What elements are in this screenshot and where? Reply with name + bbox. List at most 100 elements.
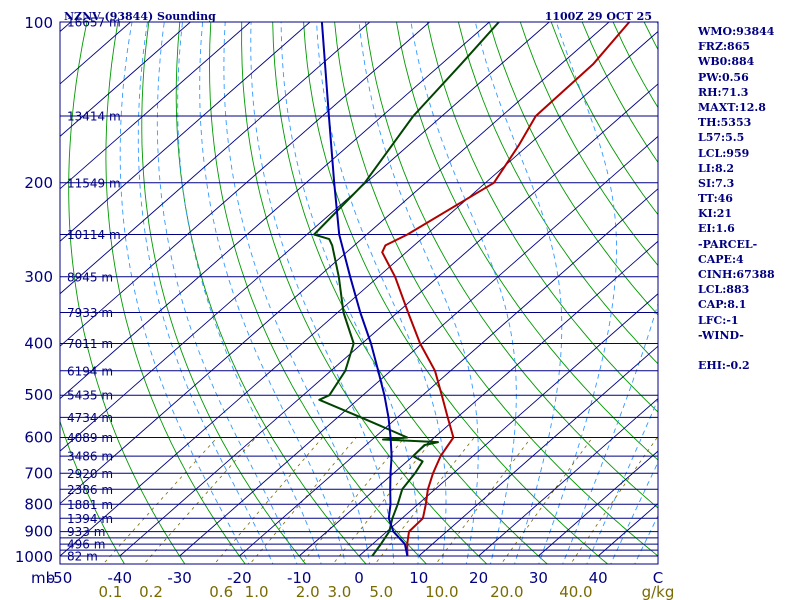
dry-adiabat-line [365, 22, 658, 509]
station-title: NZNV (93844) Sounding [64, 10, 216, 23]
temperature-unit-label: C [653, 569, 663, 587]
mixing-ratio-line [500, 437, 593, 564]
stat-line: LCL:883 [698, 283, 750, 297]
dry-adiabat-line [457, 22, 658, 365]
pressure-tick-label: 800 [24, 495, 53, 513]
temperature-tick-label: -40 [108, 569, 133, 587]
height-label: 7933 m [67, 306, 113, 320]
pressure-tick-label: 500 [24, 386, 53, 404]
moist-adiabat-line [586, 398, 658, 564]
height-label: 496 m [67, 538, 105, 552]
dry-adiabat-line [396, 22, 658, 461]
mixing-ratio-label: 3.0 [327, 583, 351, 600]
isotherm-line [60, 22, 371, 295]
isotherm-line [60, 22, 490, 400]
isotherm-line [119, 83, 658, 557]
stat-line: EHI:-0.2 [698, 359, 750, 373]
pressure-tick-label: 1000 [15, 548, 53, 566]
height-label: 2386 m [67, 483, 113, 497]
mixing-ratio-label: 1.0 [245, 583, 269, 600]
stat-line: TT:46 [698, 192, 733, 206]
mixing-ratio-line [332, 437, 435, 564]
pressure-unit-label: mb [31, 569, 55, 587]
moist-adiabat-line [137, 22, 274, 564]
stat-line: WMO:93844 [698, 25, 775, 38]
pressure-tick-label: 700 [24, 464, 53, 482]
moist-adiabat-line [177, 22, 322, 564]
stat-line: LCL:959 [698, 146, 750, 160]
dewpoint-profile-line [313, 22, 500, 557]
dry-adiabat-line [334, 22, 658, 557]
isotherm-line [60, 30, 658, 557]
height-label: 3486 m [67, 450, 113, 464]
height-label: 4089 m [67, 431, 113, 445]
isotherm-line [478, 398, 658, 557]
dry-adiabat-line [68, 22, 186, 564]
mixing-ratio-line [374, 437, 475, 564]
stat-line: FRZ:865 [698, 40, 751, 54]
height-label: 8945 m [67, 270, 113, 284]
pressure-tick-label: 300 [24, 268, 53, 286]
stat-line: KI:21 [698, 207, 733, 221]
height-label: 82 m [67, 550, 98, 564]
stat-line: SI:7.3 [698, 176, 735, 190]
dry-adiabat-line [519, 22, 658, 267]
moist-adiabat-line [199, 22, 346, 564]
dry-adiabat-line [209, 22, 428, 564]
parcel-profile-line [320, 22, 409, 557]
height-label: 5435 m [67, 389, 113, 403]
isotherm-line [60, 22, 191, 137]
height-label: 6194 m [67, 364, 113, 378]
isotherm-line [60, 22, 430, 347]
dry-adiabat-line [488, 22, 658, 316]
isotherm-line [60, 22, 251, 190]
height-label: 13414 m [67, 110, 121, 124]
moist-adiabat-line [156, 22, 298, 564]
height-label: 1881 m [67, 498, 113, 512]
height-label: 4734 m [67, 411, 113, 425]
pressure-tick-label: 400 [24, 335, 53, 353]
mixing-ratio-label: 2.0 [296, 583, 320, 600]
stat-line: MAXT:12.8 [698, 100, 766, 114]
isotherm-line [60, 22, 311, 242]
isotherm-line [298, 240, 658, 557]
stat-line: LFC:-1 [698, 313, 739, 327]
temperature-tick-label: -50 [48, 569, 73, 587]
stat-line: -WIND- [698, 328, 744, 342]
moist-adiabat-line [358, 22, 479, 564]
stat-line: LI:8.2 [698, 161, 735, 175]
moist-adiabat-line [562, 22, 658, 564]
mixing-ratio-label: 20.0 [490, 583, 523, 600]
height-label: 2920 m [67, 467, 113, 481]
temperature-tick-label: 0 [354, 569, 364, 587]
sounding-time: 1100Z 29 OCT 25 [545, 10, 652, 23]
moist-adiabat-line [223, 22, 371, 564]
temperature-profile-line [381, 22, 631, 557]
height-label: 7011 m [67, 337, 113, 351]
isotherm-line [418, 345, 658, 557]
mixing-ratio-label: 0.2 [139, 583, 163, 600]
mixing-ratio-line [102, 437, 218, 564]
moist-adiabat-line [316, 22, 447, 564]
height-label: 1394 m [67, 512, 113, 526]
mixing-ratio-line [570, 437, 658, 564]
temperature-tick-label: 20 [469, 569, 488, 587]
mixing-ratio-label: 40.0 [559, 583, 592, 600]
stat-line: RH:71.3 [698, 85, 749, 99]
stat-line: WB0:884 [698, 55, 755, 69]
mixing-ratio-label: 0.1 [98, 583, 122, 600]
temperature-tick-label: -20 [227, 569, 252, 587]
stat-line [698, 343, 798, 358]
height-label: 10114 m [67, 228, 121, 242]
height-label: 933 m [67, 525, 105, 539]
pressure-tick-label: 200 [24, 174, 53, 192]
temperature-tick-label: -10 [287, 569, 312, 587]
stats-panel: WMO:93844 FRZ:865 WB0:884 PW:0.56 RH:71.3 MAX… [698, 24, 798, 373]
mixing-ratio-label: 0.6 [209, 583, 233, 600]
dry-adiabat-line [426, 22, 658, 413]
stat-line: -PARCEL- [698, 237, 758, 251]
mixing-ratio-unit-label: g/kg [642, 583, 675, 600]
isotherm-line [239, 188, 658, 557]
stat-line: CINH:67388 [698, 268, 775, 281]
